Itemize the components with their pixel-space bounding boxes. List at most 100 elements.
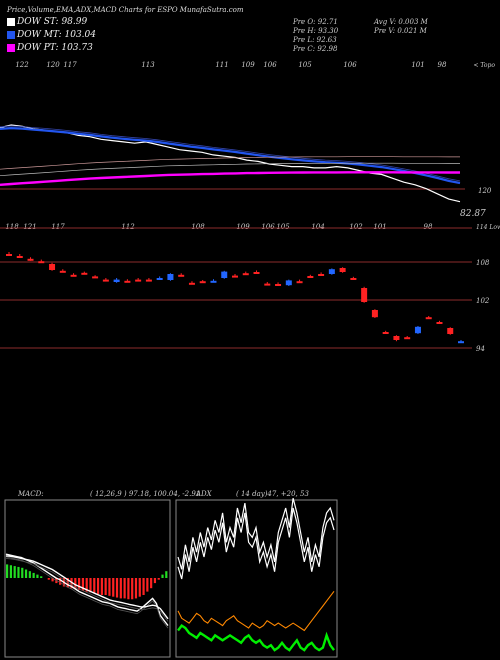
macd-histogram-bar — [21, 567, 24, 578]
candle-body — [188, 282, 195, 285]
macd-histogram-bar — [24, 569, 28, 578]
adx-params: ( 14 day)47, +20, 53 — [236, 490, 309, 498]
macd-histogram-bar — [123, 578, 126, 599]
macd-histogram-bar — [78, 578, 81, 590]
candle-body — [285, 280, 292, 286]
legend-swatch-st — [7, 18, 15, 26]
adx-series-line — [177, 507, 335, 580]
candle-level-label: 114 Lower — [476, 224, 500, 231]
candle-top-label: 121 — [23, 223, 36, 231]
candle-body — [414, 326, 421, 334]
candle-top-label: 117 — [51, 223, 65, 231]
macd-histogram-bar — [146, 578, 149, 592]
candle-top-label: 108 — [191, 223, 205, 231]
macd-histogram-bar — [40, 576, 43, 578]
macd-histogram-bar — [131, 578, 134, 600]
candle-body — [27, 258, 34, 261]
adx-panel-frame — [175, 499, 338, 658]
top-label: 101 — [411, 61, 424, 69]
macd-line-outline — [5, 556, 169, 629]
ema-thin-line — [0, 162, 460, 177]
top-label: 106 — [343, 61, 357, 69]
candle-panel: 118 121 117 112 108 109 106 105 104 102 101 98 114 L… — [0, 223, 500, 353]
adx-label: ADX — [196, 490, 212, 498]
info-low: Pre L: 92.63 — [293, 36, 337, 44]
macd-histogram-bar — [6, 564, 9, 578]
ema-thin-line — [0, 156, 460, 170]
macd-histogram-bar — [165, 571, 168, 578]
candle-body — [458, 341, 464, 344]
macd-histogram-bar — [127, 578, 130, 600]
info-open: Pre O: 92.71 — [293, 18, 338, 26]
candle-top-label: 106 — [261, 223, 275, 231]
macd-histogram-bar — [161, 574, 164, 578]
candle-body — [242, 273, 249, 276]
adx-series-line — [177, 590, 335, 632]
macd-histogram-bar — [119, 578, 122, 599]
candle-body — [296, 281, 303, 284]
candle-body — [167, 274, 174, 280]
macd-histogram-bar — [96, 578, 100, 595]
macd-line — [5, 555, 169, 620]
info-avg-volume: Avg V: 0.003 M — [374, 18, 428, 26]
candle-top-label: 105 — [276, 223, 290, 231]
candle-body — [339, 268, 346, 272]
macd-histogram-bar — [157, 578, 160, 580]
legend-swatch-mt — [7, 31, 15, 39]
candle-body — [113, 279, 120, 282]
info-high: Pre H: 93.30 — [293, 27, 339, 35]
ema-series-line — [0, 124, 461, 203]
macd-histogram-bar — [70, 578, 73, 589]
macd-line — [5, 553, 169, 627]
macd-label: MACD: — [18, 490, 44, 498]
candle-body — [307, 276, 314, 278]
macd-histogram-bar — [9, 565, 12, 578]
macd-histogram-bar — [134, 578, 138, 599]
macd-histogram-bar — [115, 578, 119, 598]
ema-series-line — [0, 126, 461, 185]
candle-body — [393, 336, 400, 340]
macd-histogram-bar — [85, 578, 88, 592]
candle-top-label: 98 — [424, 223, 433, 231]
candle-body — [232, 275, 238, 278]
macd-histogram-bar — [81, 578, 85, 591]
candle-body — [156, 278, 163, 280]
candle-top-label: 101 — [373, 223, 386, 231]
macd-line-outline — [5, 558, 169, 622]
candle-top-label: 102 — [349, 223, 363, 231]
candle-top-label: 118 — [5, 223, 19, 231]
macd-histogram-bar — [32, 572, 35, 578]
candle-level-label: 94 — [476, 345, 485, 353]
top-label: 111 — [215, 61, 228, 69]
adx-series-line — [177, 623, 335, 652]
macd-histogram-bar — [17, 566, 20, 578]
top-label: 98 — [438, 61, 447, 69]
macd-histogram-bar — [93, 578, 96, 594]
top-label: 105 — [298, 61, 312, 69]
legend-label-st: DOW ST: 98.99 — [17, 17, 88, 27]
right-top-label: < Topo — [473, 62, 495, 69]
candle-level-label: 102 — [476, 297, 490, 305]
macd-histogram-bar — [100, 578, 103, 595]
candle-body — [436, 322, 443, 324]
candle-body — [371, 310, 378, 318]
top-label: 109 — [241, 61, 255, 69]
chart-title: Price,Volume,EMA,ADX,MACD Charts for ESP… — [7, 6, 244, 14]
candle-body — [210, 280, 217, 283]
candle-body — [382, 332, 389, 334]
candle-body — [102, 279, 109, 282]
info-prev-volume: Pre V: 0.021 M — [374, 27, 427, 35]
legend-swatch-pt — [7, 44, 15, 52]
candle-top-label: 109 — [236, 223, 250, 231]
top-label: 120 — [46, 61, 60, 69]
candle-body — [6, 254, 12, 256]
macd-histogram-bar — [51, 578, 54, 582]
candle-level-label: 108 — [476, 259, 490, 267]
price-ema-panel: 122 120 117 113 111 109 106 105 106 101 98 < Topo12… — [0, 61, 495, 219]
candle-top-label: 112 — [121, 223, 135, 231]
macd-histogram-bar — [47, 578, 50, 580]
candle-body — [350, 278, 357, 280]
macd-histogram-bar — [59, 578, 62, 585]
candle-body — [124, 280, 131, 283]
